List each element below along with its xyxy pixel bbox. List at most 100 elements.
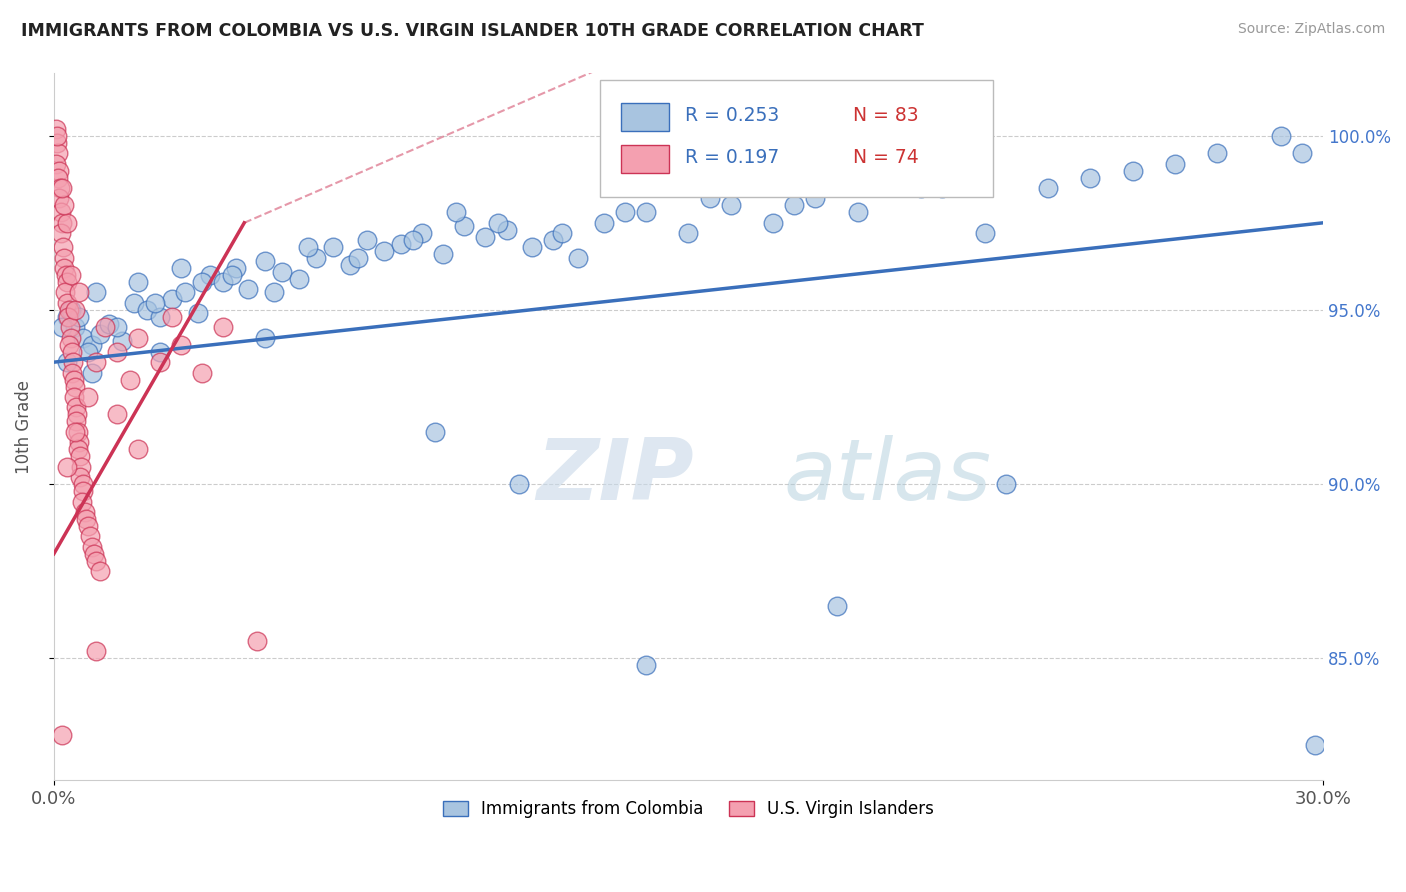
Point [97, 317, 120, 331]
Point [69, 470, 91, 484]
Point [636, 205, 658, 219]
Point [58, 338, 80, 352]
Point [699, 191, 721, 205]
Point [994, 477, 1017, 491]
Point [221, 268, 243, 282]
Point [80, 338, 103, 352]
Point [149, 344, 172, 359]
Point [67, 425, 90, 439]
Point [347, 251, 370, 265]
Point [402, 233, 425, 247]
Text: ZIP: ZIP [536, 434, 693, 517]
Point [51, 216, 73, 230]
Point [49, 227, 72, 241]
Point [55, 268, 77, 282]
Point [271, 264, 294, 278]
Point [174, 285, 197, 300]
Point [246, 634, 269, 648]
Point [170, 261, 193, 276]
Point [238, 282, 260, 296]
Point [84, 355, 107, 369]
Point [444, 205, 467, 219]
Point [170, 338, 193, 352]
Point [389, 236, 412, 251]
Point [212, 275, 235, 289]
Point [55, 216, 77, 230]
Point [567, 251, 589, 265]
Point [592, 216, 614, 230]
Point [868, 163, 890, 178]
Point [200, 268, 222, 282]
Point [56, 310, 79, 324]
Point [59, 302, 82, 317]
Point [66, 442, 89, 457]
Point [1122, 163, 1144, 178]
Point [80, 540, 103, 554]
FancyBboxPatch shape [621, 103, 669, 131]
Point [63, 379, 86, 393]
Point [931, 181, 953, 195]
Point [187, 306, 209, 320]
Point [1080, 170, 1102, 185]
Point [60, 366, 83, 380]
Point [288, 271, 311, 285]
Point [1164, 156, 1187, 170]
Point [63, 373, 86, 387]
Point [1291, 146, 1313, 161]
Point [474, 229, 496, 244]
Point [76, 519, 98, 533]
Point [191, 275, 214, 289]
Point [53, 198, 76, 212]
Point [62, 355, 84, 369]
Point [67, 285, 90, 300]
Point [79, 529, 101, 543]
Point [62, 390, 84, 404]
Point [636, 658, 658, 673]
Point [162, 310, 184, 324]
Point [55, 355, 77, 369]
Point [63, 320, 86, 334]
Point [339, 258, 361, 272]
Point [1206, 146, 1229, 161]
Point [432, 247, 454, 261]
Point [46, 146, 69, 161]
Point [305, 251, 328, 265]
Point [453, 219, 475, 234]
Point [93, 320, 115, 334]
Point [63, 425, 86, 439]
Point [51, 205, 73, 219]
Point [614, 205, 637, 219]
Point [263, 285, 285, 300]
Point [145, 296, 167, 310]
Point [254, 254, 277, 268]
Point [118, 373, 141, 387]
Point [72, 477, 94, 491]
Point [122, 296, 145, 310]
Point [53, 285, 76, 300]
Point [135, 302, 157, 317]
Point [720, 198, 742, 212]
Point [89, 327, 111, 342]
Point [762, 216, 785, 230]
Point [495, 223, 517, 237]
Text: N = 83: N = 83 [853, 106, 920, 125]
Point [55, 310, 77, 324]
Point [356, 233, 378, 247]
Point [162, 293, 184, 307]
Point [75, 512, 97, 526]
Point [46, 128, 69, 143]
Point [80, 366, 103, 380]
Point [89, 564, 111, 578]
Point [127, 275, 149, 289]
Point [49, 181, 72, 195]
Point [225, 261, 247, 276]
Point [83, 547, 105, 561]
Point [423, 425, 446, 439]
Point [804, 191, 827, 205]
Point [678, 227, 700, 241]
Point [783, 198, 806, 212]
Point [51, 320, 73, 334]
Point [212, 320, 235, 334]
Point [105, 344, 128, 359]
Point [53, 251, 76, 265]
